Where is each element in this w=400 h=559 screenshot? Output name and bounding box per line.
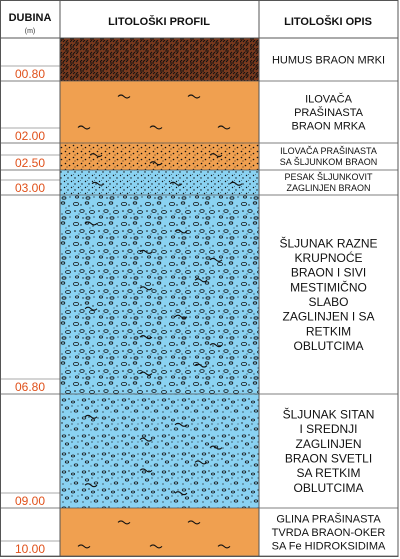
description-line: RETKIM: [306, 324, 351, 338]
clay-tilde-mark: [139, 249, 153, 254]
description-line: ILOVAČA: [305, 92, 353, 105]
clay-tilde-mark: [149, 544, 163, 549]
description-line: SA ŠLJUNKOM BRAON: [280, 157, 378, 167]
description-line: OBLUTCIMA: [293, 339, 363, 353]
clay-tilde-mark: [139, 468, 153, 473]
layer-pattern-clay-gravel: [60, 143, 259, 170]
depth-unit: (m): [25, 28, 36, 35]
clay-tilde-mark: [217, 544, 231, 549]
clay-tilde-mark: [84, 483, 98, 488]
clay-tilde-mark: [117, 94, 131, 99]
clay-tilde-mark: [209, 343, 223, 348]
description-line: SA RETKIM: [296, 466, 360, 480]
layer-pattern-clay: [60, 81, 259, 143]
description-line: GLINA PRAŠINASTA: [276, 512, 381, 525]
clay-tilde-mark: [229, 181, 243, 186]
layer-pattern-sand: [60, 170, 259, 195]
description-line: KRUPNOĆE: [294, 250, 362, 265]
profile-header: LITOLOŠKI PROFIL: [108, 15, 210, 28]
description-line: ŠLJUNAK RAZNE: [279, 235, 377, 250]
depth-labels: 00.80 02.00 02.50 03.00 06.80 09.00 10.00: [15, 67, 45, 556]
clay-tilde-mark: [194, 278, 208, 283]
clay-tilde-mark: [84, 414, 98, 419]
description-line: SLABO: [308, 295, 348, 309]
clay-tilde-mark: [174, 229, 188, 234]
clay-tilde-mark: [194, 363, 208, 368]
clay-tilde-mark: [84, 221, 98, 226]
description-line: OBLUTCIMA: [293, 481, 363, 495]
depth-label: 10.00: [15, 542, 45, 556]
layer-pattern-gravel: [60, 195, 259, 394]
clay-tilde-mark: [91, 181, 105, 186]
clay-tilde-mark: [149, 161, 163, 166]
depth-label: 00.80: [15, 67, 45, 81]
description-line: PESAK ŠLJUNKOVIT: [284, 172, 373, 182]
clay-tilde-mark: [84, 306, 98, 311]
description-line: MESTIMIČNO: [290, 279, 367, 294]
clay-tilde-mark: [174, 422, 188, 427]
layer-pattern-gravel-fine: [60, 394, 259, 508]
clay-tilde-mark: [187, 94, 201, 99]
depth-header: DUBINA: [9, 12, 52, 24]
pattern-overlays: [77, 94, 243, 549]
clay-tilde-mark: [194, 460, 208, 465]
description-line: PRAŠINASTA: [294, 106, 364, 119]
description-line: I SREDNJI: [299, 422, 357, 436]
clay-tilde-mark: [209, 445, 223, 450]
clay-tilde-mark: [117, 520, 131, 525]
description-header: LITOLOŠKI OPIS: [284, 15, 372, 28]
clay-tilde-mark: [169, 181, 183, 186]
clay-tilde-mark: [77, 544, 91, 549]
description-line: ŠLJUNAK SITAN: [283, 407, 375, 422]
header-row: DUBINA (m) LITOLOŠKI PROFIL LITOLOŠKI OP…: [9, 12, 372, 35]
layer-pattern-humus: [60, 38, 259, 81]
clay-tilde-mark: [187, 520, 201, 525]
clay-tilde-mark: [174, 314, 188, 319]
description-line: BRAON SVETLI: [285, 452, 372, 466]
description-line: ILOVAČA PRAŠINASTA: [280, 146, 377, 156]
depth-label: 02.50: [15, 156, 45, 170]
description-line: HUMUS BRAON MRKI: [272, 54, 385, 66]
description-line: ZAGLINJEN I SA: [282, 310, 374, 324]
depth-label: 02.00: [15, 129, 45, 143]
depth-label: 03.00: [15, 181, 45, 195]
clay-tilde-mark: [149, 125, 163, 130]
depth-label: 06.80: [15, 380, 45, 394]
description-line: ZAGLINJEN BRAON: [286, 183, 370, 193]
clay-tilde-mark: [139, 437, 153, 442]
clay-tilde-mark: [209, 257, 223, 262]
description-line: BRAON I SIVI: [291, 266, 366, 280]
description-line: TVRDA BRAON-OKER: [272, 527, 386, 539]
description-line: ZAGLINJEN: [295, 437, 361, 451]
description-line: BRAON MRKA: [292, 120, 367, 132]
clay-tilde-mark: [139, 286, 153, 291]
clay-tilde-mark: [139, 335, 153, 340]
description-line: SA Fe HIDROKSIDIMA: [272, 540, 386, 552]
clay-tilde-mark: [139, 371, 153, 376]
layer-pattern-clay: [60, 508, 259, 556]
clay-tilde-mark: [217, 125, 231, 130]
depth-label: 09.00: [15, 494, 45, 508]
clay-tilde-mark: [89, 153, 103, 158]
layer-fills: [60, 38, 259, 556]
clay-tilde-mark: [174, 491, 188, 496]
clay-tilde-mark: [209, 153, 223, 158]
clay-tilde-mark: [77, 125, 91, 130]
